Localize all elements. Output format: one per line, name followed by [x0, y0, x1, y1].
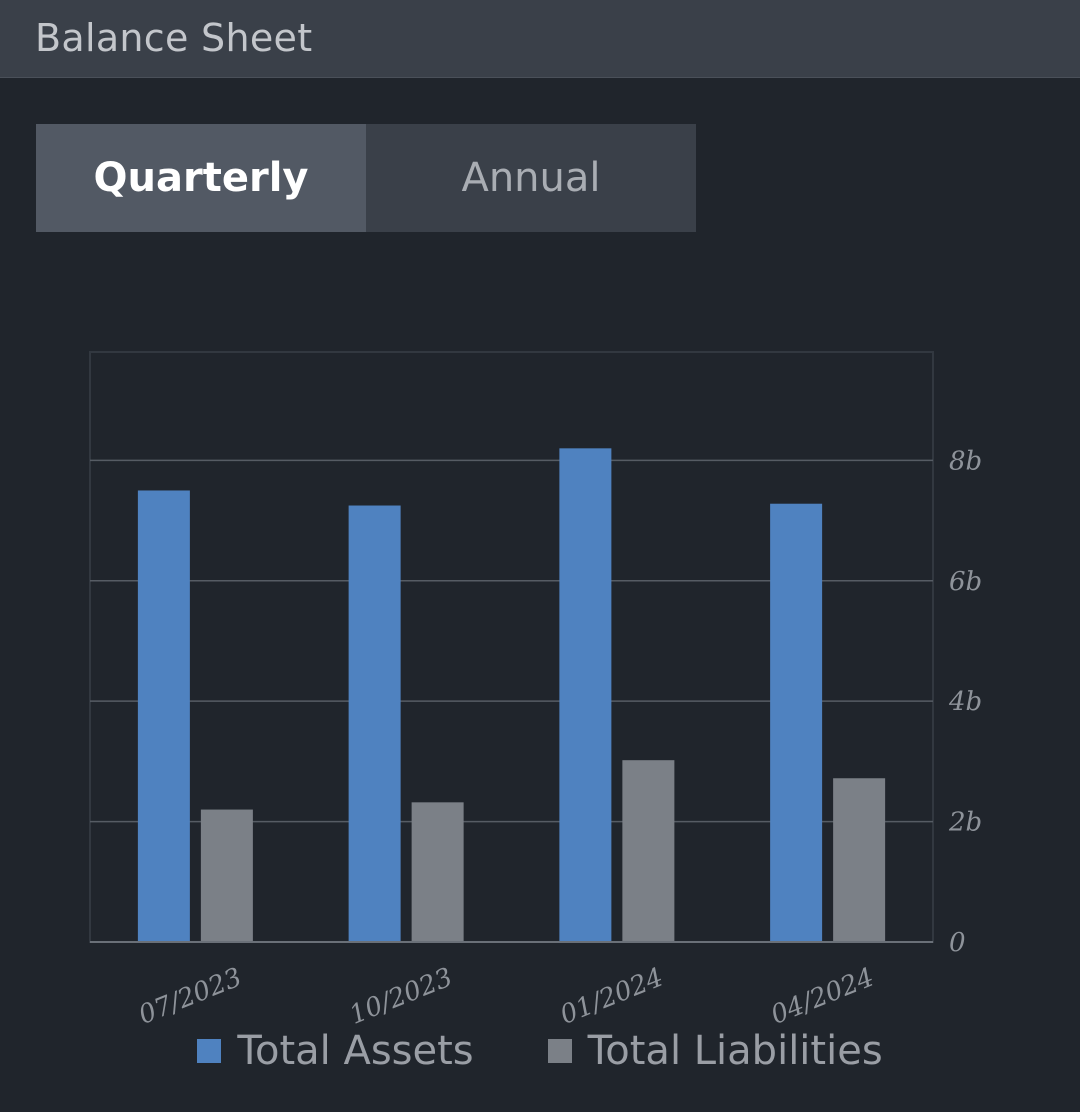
x-tick-label: 04/2024	[767, 962, 878, 1030]
tab-quarterly[interactable]: Quarterly	[36, 124, 366, 232]
y-tick-label: 2b	[948, 808, 982, 838]
y-tick-label: 6b	[949, 567, 982, 597]
legend-item-liabilities[interactable]: Total Liabilities	[547, 1028, 883, 1074]
tab-annual[interactable]: Annual	[366, 124, 696, 232]
legend-swatch-liabilities	[547, 1039, 572, 1063]
legend-label-assets: Total Assets	[237, 1028, 474, 1074]
bar-total-liabilities	[622, 760, 675, 942]
x-tick-label: 10/2023	[345, 962, 456, 1030]
period-toggle: Quarterly Annual	[36, 124, 696, 232]
x-tick-label: 01/2024	[556, 962, 667, 1030]
bar-total-assets	[348, 505, 401, 942]
legend-label-liabilities: Total Liabilities	[587, 1028, 883, 1074]
x-tick-label: 07/2023	[135, 962, 246, 1030]
legend-swatch-assets	[197, 1039, 222, 1063]
bar-total-assets	[137, 490, 190, 942]
y-tick-label: 4b	[948, 687, 982, 717]
balance-sheet-chart: 0 2b 4b 6b 8b 07/2023 10/2023 01/2024 04/2024	[89, 351, 982, 1030]
y-tick-label: 0	[949, 928, 966, 958]
page-title: Balance Sheet	[35, 16, 313, 60]
app-header: Balance Sheet	[0, 0, 1080, 78]
bar-total-liabilities	[200, 809, 253, 942]
chart-legend: Total Assets Total Liabilities	[0, 1028, 1080, 1074]
bar-total-assets	[770, 503, 823, 942]
bar-total-liabilities	[833, 778, 886, 942]
y-tick-label: 8b	[949, 446, 982, 476]
bar-total-liabilities	[411, 802, 464, 942]
bar-total-assets	[559, 448, 612, 942]
legend-item-assets[interactable]: Total Assets	[197, 1028, 474, 1074]
